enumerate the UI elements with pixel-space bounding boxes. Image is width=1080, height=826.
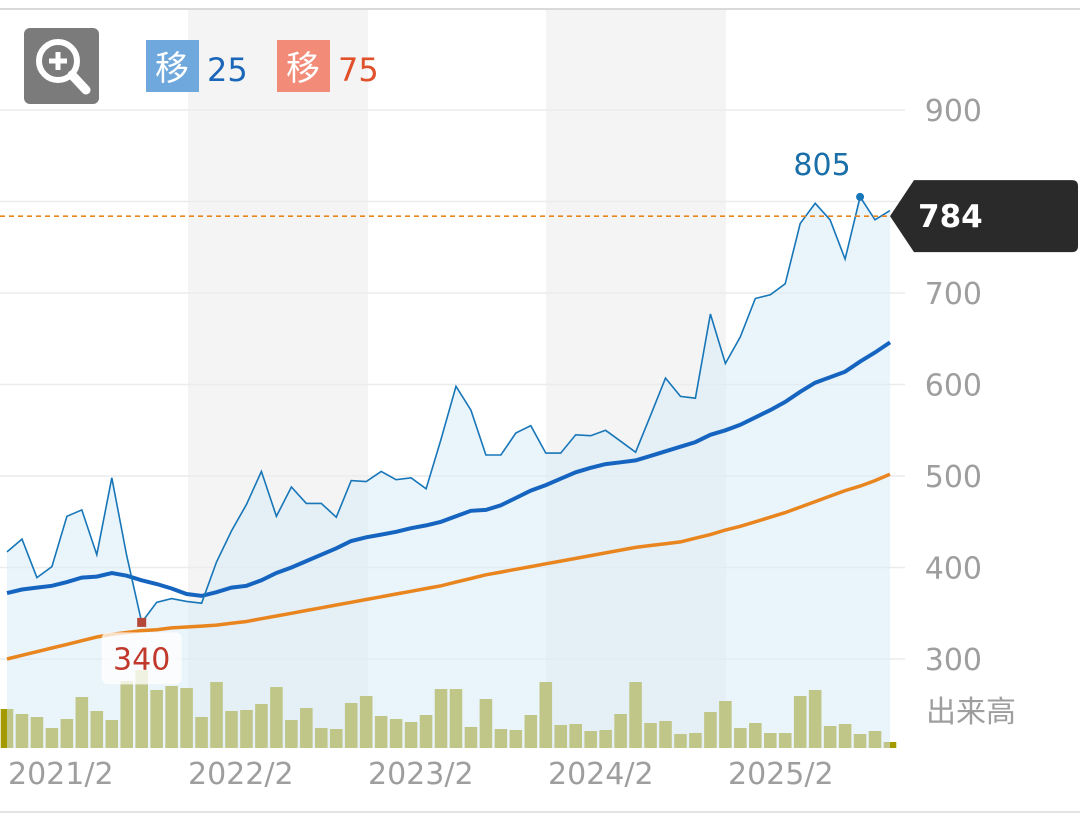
x-tick-label: 2022/2 [188, 757, 294, 792]
x-tick-label: 2023/2 [368, 757, 474, 792]
low-label-background [101, 632, 182, 685]
ma25-line [6, 340, 892, 598]
zoom-button[interactable] [24, 28, 99, 104]
high-marker: 805 [793, 148, 865, 201]
x-axis: 2021/2 2022/2 2023/2 2024/2 2025/2 [0, 757, 1080, 813]
legend-ma75-value: 75 [338, 51, 379, 89]
zoom-in-icon [36, 39, 91, 95]
current-price-value: 784 [918, 199, 983, 235]
y-tick-label: 900 [925, 94, 982, 129]
y-tick-label: 400 [925, 552, 982, 587]
price-tag-shape [890, 180, 1078, 253]
x-tick-label: 2025/2 [728, 757, 834, 792]
price-line [6, 194, 891, 625]
volume-label: 出来高 [926, 695, 1016, 730]
legend-ma75-badge [277, 40, 330, 92]
legend-ma25-badge [146, 40, 199, 92]
x-tick-label: 2024/2 [548, 757, 654, 792]
high-label: 805 [793, 148, 850, 183]
legend-ma75: 移 75 [277, 40, 379, 92]
low-marker: 340 [101, 617, 182, 685]
price-area [7, 196, 890, 748]
legend-ma25-value: 25 [207, 51, 248, 89]
y-tick-label: 300 [925, 643, 982, 678]
legend-ma75-badge-text: 移 [286, 49, 320, 89]
current-price-tag: 784 [890, 180, 1078, 253]
ma75-line [6, 472, 891, 661]
high-point [856, 192, 865, 201]
x-tick-label: 2021/2 [8, 757, 114, 792]
y-tick-label: 600 [925, 369, 982, 404]
y-tick-label: 700 [925, 277, 982, 312]
legend-ma25-badge-text: 移 [155, 49, 189, 89]
legend-ma25: 移 25 [146, 40, 248, 92]
legend: 移 25 移 75 [146, 40, 379, 92]
low-point [137, 617, 147, 627]
y-axis: 900 700 600 500 400 300 [925, 94, 982, 678]
low-label: 340 [113, 642, 170, 677]
y-tick-label: 500 [925, 460, 982, 495]
